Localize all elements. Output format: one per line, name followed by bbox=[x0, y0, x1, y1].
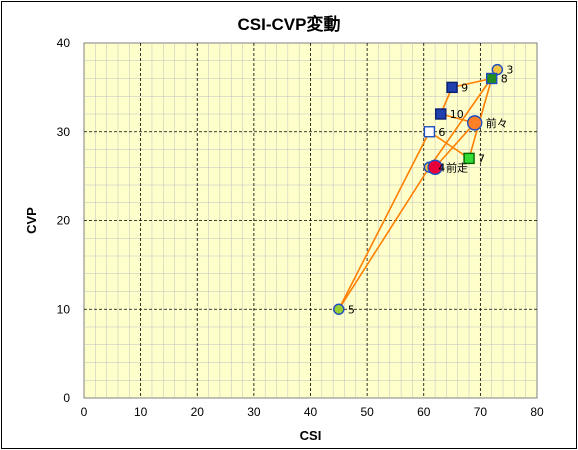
x-tick-label: 60 bbox=[417, 405, 431, 419]
series-segment bbox=[428, 69, 499, 168]
data-point bbox=[463, 152, 475, 165]
y-axis-label: CVP bbox=[24, 207, 39, 234]
y-tick-label: 0 bbox=[63, 391, 70, 405]
x-tick-label: 0 bbox=[81, 405, 88, 419]
x-tick-label: 50 bbox=[360, 405, 374, 419]
x-tick-label: 30 bbox=[247, 405, 261, 419]
x-tick-label: 20 bbox=[191, 405, 205, 419]
x-tick-label: 70 bbox=[474, 405, 488, 419]
y-tick-label: 10 bbox=[57, 302, 71, 316]
data-points bbox=[333, 63, 504, 315]
data-point bbox=[467, 115, 483, 131]
point-label: 8 bbox=[501, 73, 508, 86]
series-segment bbox=[428, 131, 470, 160]
point-label: 6 bbox=[438, 126, 445, 139]
series-segment bbox=[338, 166, 431, 310]
point-label: 3 bbox=[506, 64, 513, 77]
x-axis-ticks: 0 10 20 30 40 50 60 70 80 bbox=[81, 405, 544, 419]
x-tick-label: 80 bbox=[530, 405, 544, 419]
chart-title: CSI-CVP変動 bbox=[237, 15, 341, 34]
data-point bbox=[427, 159, 443, 175]
data-point bbox=[446, 81, 458, 94]
data-point bbox=[333, 303, 345, 315]
series-segment bbox=[451, 77, 492, 89]
data-point bbox=[435, 108, 447, 120]
point-label: 5 bbox=[348, 303, 355, 316]
point-label: 10 bbox=[450, 108, 464, 121]
point-label: 9 bbox=[461, 81, 468, 94]
series-lines bbox=[338, 69, 499, 310]
x-tick-label: 10 bbox=[134, 405, 148, 419]
grid-lines bbox=[84, 43, 537, 398]
data-point bbox=[423, 126, 436, 138]
y-tick-label: 20 bbox=[57, 214, 71, 228]
y-axis-ticks: 0 10 20 30 40 bbox=[57, 36, 71, 405]
point-label: 前走 bbox=[446, 160, 468, 174]
point-label: 7 bbox=[478, 152, 485, 165]
x-tick-label: 40 bbox=[304, 405, 318, 419]
y-tick-label: 40 bbox=[57, 36, 71, 50]
series-segment bbox=[338, 131, 431, 310]
x-axis-label: CSI bbox=[300, 428, 322, 443]
series-segment bbox=[434, 122, 476, 168]
point-label: 前々 bbox=[486, 116, 508, 130]
point-label: 4 bbox=[438, 161, 445, 174]
y-tick-label: 30 bbox=[57, 125, 71, 139]
data-point bbox=[486, 72, 498, 85]
